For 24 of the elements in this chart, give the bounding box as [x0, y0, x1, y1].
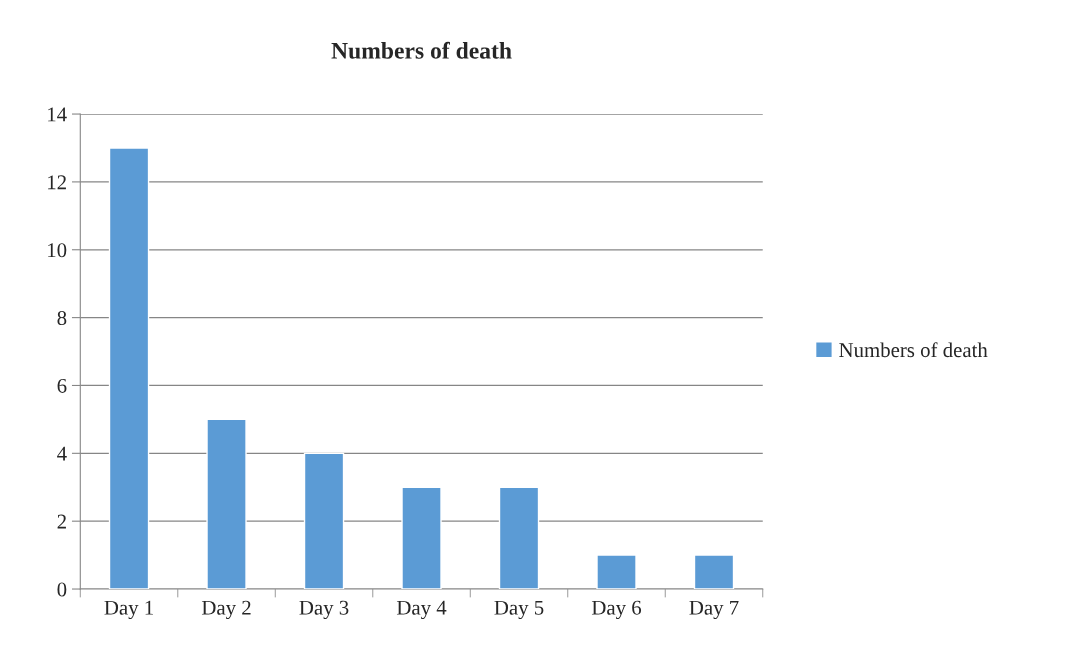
bar: [498, 486, 540, 590]
x-tick-label: Day 2: [201, 600, 251, 620]
bar: [401, 486, 442, 590]
y-tick-label: 0: [57, 582, 67, 597]
x-tick-label: Day 7: [689, 600, 739, 620]
bar: [596, 554, 637, 590]
y-tick-label: 14: [48, 107, 67, 122]
y-tick-label: 8: [57, 310, 67, 326]
x-tick-label: Day 4: [396, 600, 447, 620]
y-tick-label: 6: [57, 378, 67, 393]
x-tick-label: Day 1: [104, 600, 153, 620]
legend-label: Numbers of death: [839, 342, 988, 358]
chart-title: Numbers of death: [331, 41, 512, 59]
x-tick-label: Day 3: [299, 600, 349, 620]
x-tick-label: Day 5: [494, 600, 544, 620]
bar: [108, 147, 150, 590]
y-tick-label: 12: [48, 175, 66, 190]
y-tick-label: 10: [48, 243, 67, 258]
y-tick-label: 4: [57, 446, 67, 461]
bar: [206, 418, 247, 590]
bar: [693, 554, 735, 590]
x-tick-label: Day 6: [591, 600, 642, 620]
bar: [303, 452, 345, 590]
y-tick-label: 2: [57, 514, 66, 529]
